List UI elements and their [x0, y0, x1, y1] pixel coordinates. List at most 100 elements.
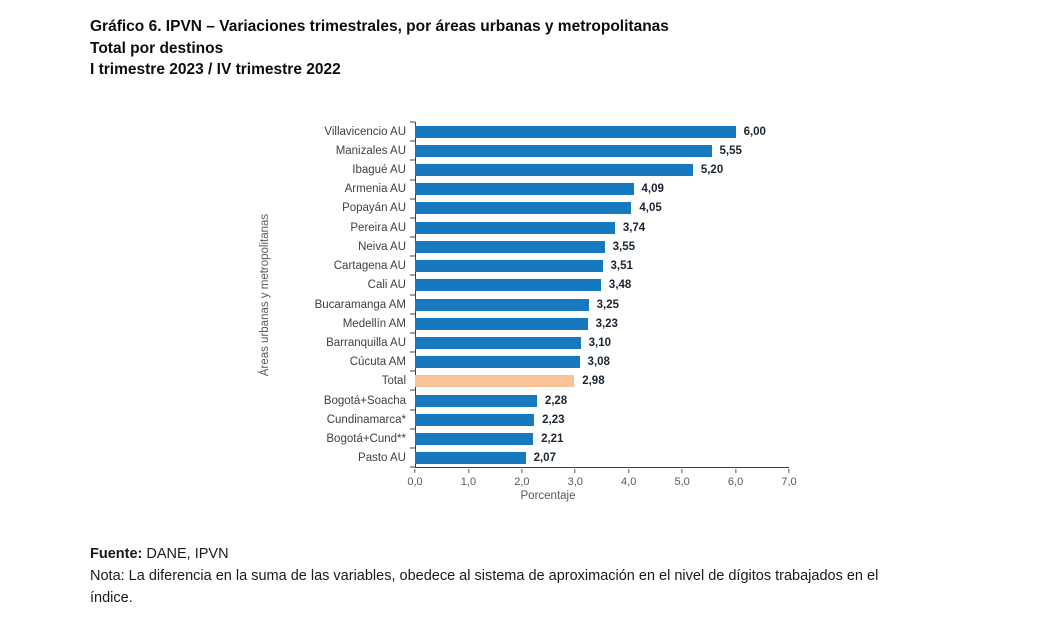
- category-label: Popayán AU: [342, 202, 406, 215]
- x-tick-label: 3,0: [567, 476, 583, 488]
- value-label: 3,23: [595, 317, 618, 330]
- value-label: 3,74: [622, 221, 646, 234]
- bar-row: Neiva AU 3,55: [252, 237, 872, 256]
- y-tick-mark: [410, 370, 415, 372]
- bar-track: 2,28: [415, 391, 789, 410]
- y-tick-mark: [410, 274, 415, 276]
- value-label: 4,05: [639, 202, 662, 215]
- y-tick-mark: [410, 140, 415, 142]
- x-axis-title: Porcentaje: [520, 490, 576, 502]
- y-tick-mark: [410, 466, 415, 468]
- value-label: 3,48: [608, 279, 632, 292]
- bar-track: 3,74: [415, 218, 789, 237]
- x-tick-label: 2,0: [514, 476, 530, 488]
- bar-track: 2,23: [415, 410, 789, 429]
- data-bar: [415, 394, 537, 407]
- chart-subtitle: Total por destinos: [90, 39, 224, 57]
- bar-chart: Áreas urbanas y metropolitanas Villavice…: [252, 121, 872, 522]
- x-tick-mark: [788, 469, 790, 473]
- x-tick: 6,0: [728, 469, 743, 488]
- y-tick-mark: [410, 198, 415, 200]
- category-label: Armenia AU: [344, 183, 406, 196]
- bar-row: Bogotá+Soacha 2,28: [252, 391, 872, 410]
- data-bar: [415, 337, 581, 350]
- data-bar: [415, 202, 632, 215]
- bar-row: Villavicencio AU 6,00: [252, 122, 872, 141]
- x-tick-label: 6,0: [727, 476, 744, 488]
- y-tick-mark: [410, 313, 415, 315]
- x-tick-label: 7,0: [781, 476, 797, 488]
- chart-period: I trimestre 2023 / IV trimestre 2022: [90, 61, 341, 78]
- value-label: 4,09: [641, 183, 664, 196]
- category-label: Pasto AU: [358, 452, 406, 465]
- category-label: Barranquilla AU: [326, 337, 406, 350]
- category-label: Bucaramanga AM: [314, 298, 406, 311]
- bar-row: Cúcuta AM 3,08: [252, 353, 872, 372]
- x-tick-label: 0,0: [407, 476, 423, 488]
- x-tick: 1,0: [461, 469, 476, 488]
- value-label: 3,25: [596, 298, 620, 311]
- data-bar: [415, 240, 605, 253]
- value-label: 2,98: [582, 375, 605, 388]
- y-axis-ticks: [410, 121, 415, 468]
- bar-row: Cali AU 3,48: [252, 276, 872, 295]
- x-tick-mark: [681, 469, 683, 473]
- x-tick: 4,0: [621, 469, 636, 488]
- bar-track: 3,55: [415, 237, 789, 256]
- bar-row: Bogotá+Cund** 2,21: [252, 430, 872, 449]
- bar-track: 2,21: [415, 430, 789, 449]
- x-tick: 7,0: [781, 469, 797, 488]
- bar-track: 3,48: [415, 276, 789, 295]
- bar-row: Medellín AM 3,23: [252, 314, 872, 333]
- bar-row: Pasto AU 2,07: [252, 449, 872, 468]
- y-tick-mark: [410, 389, 415, 391]
- y-tick-mark: [410, 255, 415, 257]
- note-line-2: índice.: [90, 590, 133, 606]
- category-label: Pereira AU: [350, 221, 406, 234]
- category-label: Neiva AU: [358, 240, 406, 253]
- y-tick-mark: [410, 447, 415, 449]
- bar-row: Popayán AU 4,05: [252, 199, 872, 218]
- value-label: 2,28: [544, 394, 568, 407]
- bar-row: Barranquilla AU 3,10: [252, 333, 872, 352]
- x-tick-mark: [414, 469, 416, 473]
- bar-track: 5,20: [415, 160, 789, 179]
- bar-row: Manizales AU 5,55: [252, 141, 872, 160]
- x-axis-ticks: 0,0 1,0 2,0 3,0 4,0 5,0 6,0 7,0: [407, 469, 797, 493]
- data-bar: [415, 298, 589, 311]
- category-label: Ibagué AU: [352, 164, 406, 177]
- value-label: 3,55: [612, 240, 636, 253]
- data-bar: [415, 260, 603, 273]
- source-label: Fuente:: [90, 546, 143, 562]
- bar-rows: Villavicencio AU 6,00 Manizales AU 5,55 Ibag…: [252, 122, 872, 468]
- value-label: 5,55: [719, 144, 742, 157]
- category-label: Cúcuta AM: [349, 356, 406, 369]
- data-bar: [415, 221, 615, 234]
- bar-row: Bucaramanga AM 3,25: [252, 295, 872, 314]
- x-tick-mark: [574, 469, 576, 473]
- data-bar: [415, 433, 534, 446]
- bar-row: Total 2,98: [252, 372, 872, 391]
- bar-track: 4,05: [415, 199, 789, 218]
- category-label: Manizales AU: [335, 144, 406, 157]
- category-label: Cartagena AU: [333, 260, 406, 273]
- value-label: 2,23: [542, 413, 565, 426]
- bar-track: 3,08: [415, 353, 789, 372]
- chart-title-block: Gráfico 6. IPVN – Variaciones trimestral…: [90, 16, 669, 81]
- category-label: Villavicencio AU: [324, 125, 406, 138]
- value-label: 3,51: [610, 260, 633, 273]
- y-tick-mark: [410, 409, 415, 410]
- bar-track: 6,00: [415, 122, 789, 141]
- note-line-1: Nota: La diferencia en la suma de las va…: [90, 568, 879, 584]
- bar-row: Cartagena AU 3,51: [252, 257, 872, 276]
- bar-track: 3,51: [415, 257, 789, 276]
- data-bar: [415, 413, 535, 426]
- x-tick-mark: [735, 469, 737, 473]
- data-bar: [415, 164, 693, 177]
- data-bar: [415, 356, 580, 369]
- x-tick-mark: [628, 469, 630, 473]
- value-label: 2,07: [533, 452, 556, 465]
- y-tick-mark: [410, 217, 415, 219]
- y-tick-mark: [410, 159, 415, 161]
- x-tick: 3,0: [568, 469, 583, 488]
